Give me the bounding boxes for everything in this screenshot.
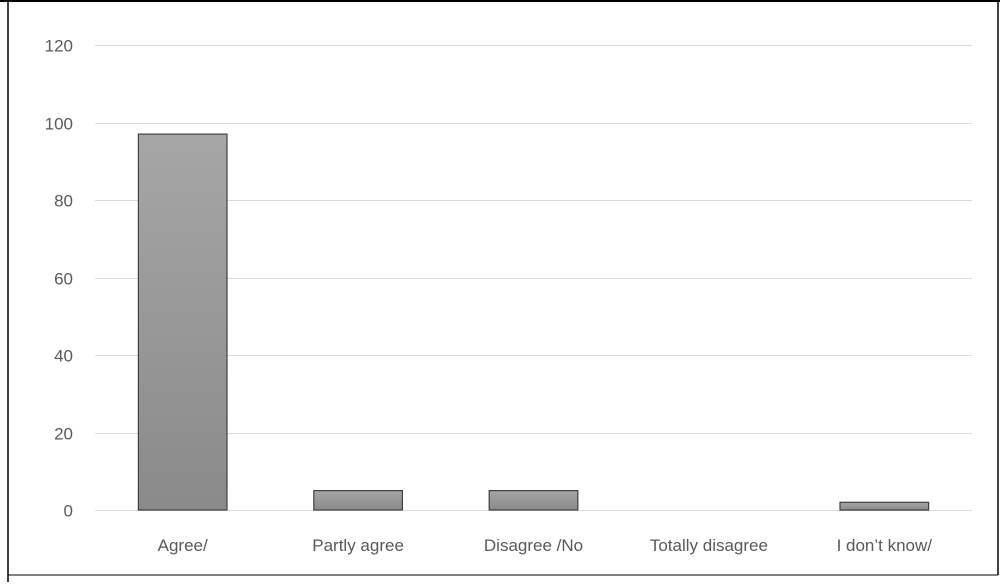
x-category-label: I don’t know/ xyxy=(837,536,933,555)
y-tick-label: 120 xyxy=(45,37,73,56)
bars xyxy=(137,133,930,511)
bar-2 xyxy=(488,490,579,511)
x-category-label: Partly agree xyxy=(312,536,404,555)
y-axis-ticks: 0 20 40 60 80 100 120 xyxy=(45,37,73,521)
y-tick-label: 40 xyxy=(54,347,73,366)
bar-0 xyxy=(137,133,228,511)
y-tick-label: 80 xyxy=(54,192,73,211)
y-tick-label: 100 xyxy=(45,115,73,134)
y-tick-label: 60 xyxy=(54,270,73,289)
bar-1 xyxy=(313,490,403,511)
bar-4 xyxy=(839,501,930,511)
y-tick-label: 20 xyxy=(54,425,73,444)
x-category-label: Totally disagree xyxy=(650,536,768,555)
x-axis-labels: Agree/Partly agree Disagree /No Totally di… xyxy=(158,536,933,555)
y-tick-label: 0 xyxy=(64,502,73,521)
x-category-label: Agree/ xyxy=(158,536,208,555)
x-category-label: Disagree /No xyxy=(484,536,583,555)
